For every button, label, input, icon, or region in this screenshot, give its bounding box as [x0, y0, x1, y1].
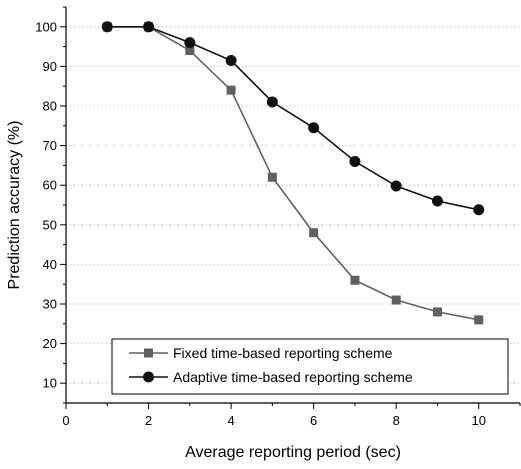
series-line [107, 25, 479, 211]
y-tick-label: 30 [43, 297, 57, 312]
legend-label: Adaptive time-based reporting scheme [173, 369, 413, 385]
legend-label: Fixed time-based reporting scheme [173, 345, 393, 361]
data-point-circle [390, 180, 402, 192]
data-point-circle [431, 195, 443, 207]
y-tick-label: 100 [35, 19, 57, 34]
data-point-circle [308, 122, 320, 134]
data-point-circle [143, 21, 155, 33]
series-line [107, 25, 479, 321]
y-tick-label: 60 [43, 178, 57, 193]
legend-entry: Fixed time-based reporting scheme [129, 345, 393, 361]
data-point-square [267, 172, 277, 182]
data-point-circle [266, 96, 278, 108]
x-tick-label: 10 [471, 413, 485, 428]
data-point-circle [101, 21, 113, 33]
y-tick-label: 70 [43, 138, 57, 153]
data-point-square [226, 85, 236, 95]
data-point-square [185, 46, 195, 56]
legend-marker [143, 371, 154, 383]
data-point-square [432, 307, 442, 317]
data-point-circle [225, 54, 237, 66]
x-tick-label: 2 [145, 413, 152, 428]
x-tick-label: 6 [310, 413, 317, 428]
data-point-square [391, 295, 401, 305]
x-axis-title: Average reporting period (sec) [185, 444, 401, 461]
y-tick-label: 90 [43, 59, 57, 74]
series-layer [101, 21, 485, 325]
legend: Fixed time-based reporting scheme Adaptiv… [111, 338, 509, 395]
legend-entry: Adaptive time-based reporting scheme [129, 369, 413, 385]
legend-marker [144, 348, 153, 358]
y-tick-label: 80 [43, 99, 57, 114]
data-point-square [309, 228, 319, 238]
legend-box [111, 338, 509, 395]
x-tick-label: 0 [62, 413, 69, 428]
data-point-square [474, 315, 484, 325]
y-tick-label: 50 [43, 217, 57, 232]
y-tick-label: 20 [43, 336, 57, 351]
y-tick-label: 10 [43, 376, 57, 391]
ticks: 10 20 30 40 50 60 70 80 90 100 0 2 4 6 8 10 [35, 6, 521, 428]
y-axis-title: Prediction accuracy (%) [6, 121, 23, 290]
y-tick-label: 40 [43, 257, 57, 272]
data-point-square [350, 275, 360, 285]
data-point-circle [349, 155, 361, 167]
data-point-circle [184, 37, 196, 49]
x-tick-label: 8 [393, 413, 400, 428]
data-point-circle [473, 204, 485, 216]
x-tick-label: 4 [227, 413, 234, 428]
series-2 [101, 21, 485, 216]
